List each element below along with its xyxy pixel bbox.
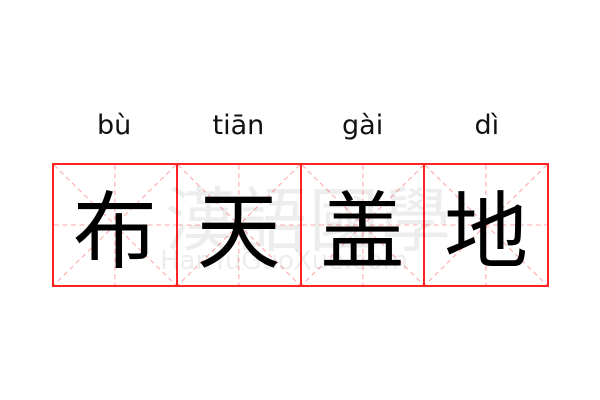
character-2: 天 [196, 182, 281, 281]
guide-lines [425, 165, 547, 285]
guide-lines [177, 165, 300, 285]
grid-cell: 布 [54, 165, 178, 285]
grid-cell: 盖 [301, 165, 426, 285]
character-3: 盖 [320, 182, 405, 281]
character-grid: 布 天 盖 地 [52, 163, 549, 287]
character-1: 布 [72, 182, 157, 281]
grid-cell: 地 [425, 165, 547, 285]
pinyin-2: tiān [212, 110, 265, 141]
guide-lines [301, 165, 424, 285]
guide-lines [54, 165, 176, 285]
pinyin-row: bù tiān gài dì [52, 104, 549, 148]
pinyin-4: dì [474, 110, 500, 141]
character-4: 地 [444, 182, 529, 281]
pinyin-1: bù [96, 110, 132, 141]
grid-cell: 天 [177, 165, 302, 285]
pinyin-3: gài [342, 110, 384, 141]
